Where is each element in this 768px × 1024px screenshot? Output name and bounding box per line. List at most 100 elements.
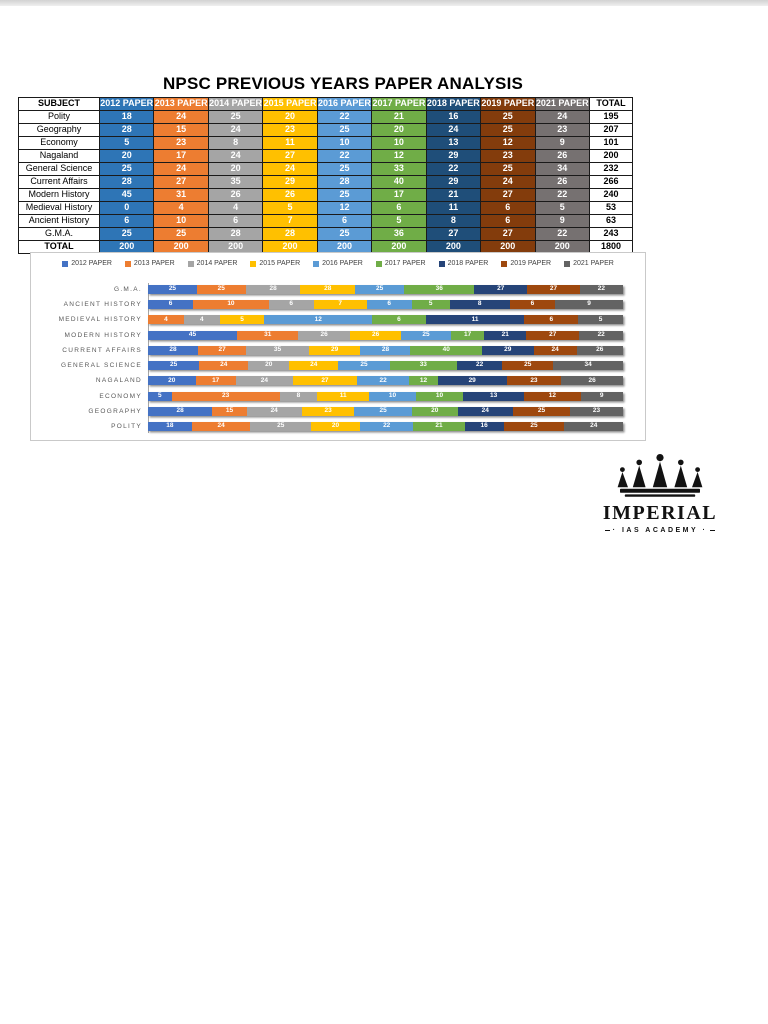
bar-segment: 24: [533, 345, 577, 355]
segment-label: 10: [435, 391, 444, 399]
crown-icon: [617, 454, 703, 497]
segment-label: 23: [530, 376, 538, 384]
bar-segment: 35: [246, 345, 309, 355]
bar-segment: 45: [148, 330, 238, 340]
bar-segment: 4: [183, 315, 220, 325]
legend-item: 2014 PAPER: [187, 260, 237, 267]
logo-name: IMPERIAL: [602, 502, 718, 524]
segment-label: 10: [388, 391, 397, 399]
value-cell: 26: [534, 175, 590, 189]
value-cell: 26: [262, 188, 318, 202]
value-cell: 20: [262, 110, 318, 124]
segment-label: 25: [524, 361, 532, 369]
segment-label: 6: [549, 315, 554, 323]
segment-label: 25: [375, 285, 384, 293]
value-cell: 31: [153, 188, 209, 202]
segment-label: 22: [383, 422, 391, 430]
page-title: NPSC PREVIOUS YEARS PAPER ANALYSIS: [162, 74, 524, 93]
segment-label: 10: [227, 300, 235, 308]
segment-label: 6: [387, 300, 392, 308]
segment-label: 29: [504, 346, 512, 354]
segment-label: 24: [217, 422, 225, 430]
bar-segment: 25: [355, 285, 405, 294]
bar-segment: 12: [264, 315, 373, 325]
value-cell: 25: [316, 162, 373, 176]
value-cell: 21: [371, 110, 427, 124]
segment-label: 24: [551, 346, 559, 354]
value-cell: 9: [534, 136, 590, 150]
segment-label: 8: [296, 391, 301, 399]
value-cell: 4: [207, 201, 264, 215]
segment-label: 6: [530, 300, 535, 308]
segment-label: 15: [225, 407, 234, 414]
legend-swatch-icon: [124, 260, 131, 267]
col-header-subject: SUBJECT: [18, 97, 100, 111]
segment-label: 28: [169, 346, 177, 354]
value-cell: 24: [534, 110, 590, 124]
col-header-total: TOTAL: [589, 97, 633, 111]
legend-label: 2017 PAPER: [384, 260, 426, 267]
bar-segment: 25: [148, 285, 197, 294]
value-cell: 9: [534, 214, 590, 228]
table-row: Modern History 45 31 26 26 25 17 21 27 22 240: [18, 188, 633, 202]
bar-segment: 15: [212, 406, 247, 416]
legend-label: 2013 PAPER: [133, 260, 175, 267]
row-total-cell: 243: [589, 227, 633, 241]
bar-segment: 27: [525, 330, 580, 340]
value-cell: 4: [153, 201, 209, 215]
bar-segment: 9: [580, 391, 623, 401]
bar-segment: 26: [561, 376, 623, 386]
category-label: GENERAL SCIENCE: [60, 362, 142, 370]
segment-label: 25: [360, 361, 368, 369]
segment-label: 28: [381, 346, 390, 354]
bar-segment: 29: [481, 345, 534, 355]
value-cell: 16: [425, 110, 482, 124]
bar-segment: 26: [298, 330, 350, 340]
value-cell: 28: [262, 227, 318, 241]
value-cell: 26: [534, 149, 590, 163]
segment-label: 17: [212, 376, 220, 384]
bar-segment: 22: [579, 330, 623, 340]
bar-segment: 8: [449, 300, 510, 310]
row-total-cell: 53: [589, 201, 633, 215]
bar-segment: 5: [219, 315, 265, 325]
legend-swatch-icon: [187, 260, 194, 267]
value-cell: 40: [371, 175, 427, 189]
value-cell: 25: [480, 162, 536, 176]
value-cell: 34: [534, 162, 590, 176]
segment-label: 22: [597, 330, 605, 338]
value-cell: 25: [480, 123, 536, 137]
bar-segment: 11: [317, 391, 369, 401]
bar-segment: 22: [579, 285, 623, 294]
category-label: NAGALAND: [95, 377, 142, 385]
value-cell: 200: [262, 240, 318, 254]
bar-segment: 40: [410, 345, 482, 355]
bar-segment: 24: [235, 376, 293, 386]
subject-cell: Modern History: [18, 188, 100, 202]
bar-segment: 21: [484, 330, 526, 340]
bar-row: MODERN HISTORY 45 31 26 26 25 17 21 27 22: [45, 329, 623, 342]
col-header-2015-paper: 2015 PAPER: [262, 97, 318, 111]
value-cell: 27: [480, 227, 536, 241]
legend-label: 2012 PAPER: [71, 260, 112, 267]
legend-swatch-icon: [564, 260, 571, 267]
segment-label: 5: [428, 300, 433, 308]
segment-label: 27: [218, 346, 226, 354]
table-row: Current Affairs 28 27 35 29 28 40 29 24 26 266: [18, 175, 633, 189]
segment-label: 22: [379, 376, 387, 384]
bar-segment: 29: [437, 376, 507, 386]
bar-segment: 25: [502, 361, 554, 371]
subject-cell: G.M.A.: [18, 227, 100, 241]
subject-cell: Economy: [18, 136, 100, 150]
value-cell: 17: [371, 188, 427, 202]
bar-segment: 28: [148, 406, 213, 416]
table-header-row: SUBJECT 2012 PAPER 2013 PAPER 2014 PAPER 201…: [18, 97, 633, 111]
bar-segment: 29: [308, 345, 361, 355]
col-header-2018-paper: 2018 PAPER: [425, 97, 482, 111]
col-header-2016-paper: 2016 PAPER: [316, 97, 373, 111]
col-header-2021-paper: 2021 PAPER: [534, 97, 590, 111]
bar-segment: 17: [195, 376, 236, 386]
stacked-bar: 25 25 28 28 25 36 27 27 22: [148, 285, 623, 294]
segment-label: 16: [480, 422, 488, 430]
bar-segment: 34: [553, 361, 623, 371]
